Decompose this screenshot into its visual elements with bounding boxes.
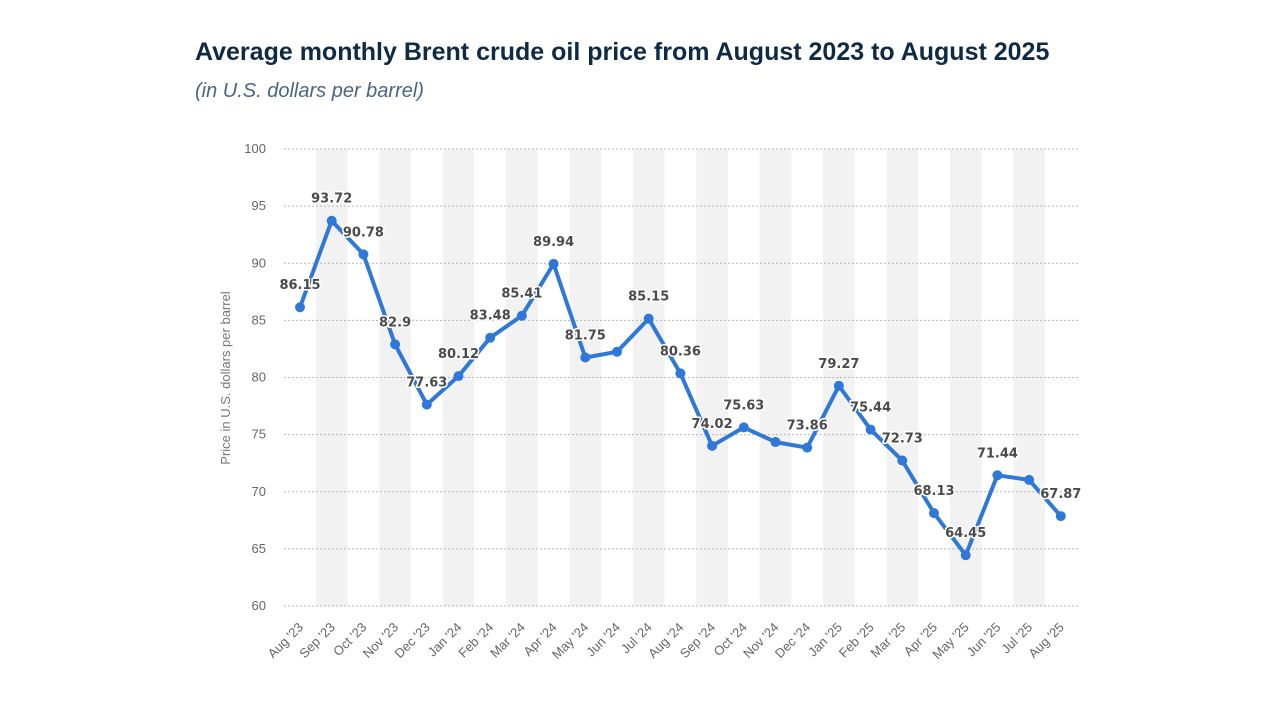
data-point[interactable]: [1024, 474, 1035, 485]
data-point[interactable]: [612, 346, 622, 357]
y-tick-labels: 60 65 70 75 80 85 90 95 100: [244, 141, 266, 613]
data-label: 72.73: [882, 432, 923, 447]
data-label: 80.12: [438, 347, 479, 362]
data-label: 64.45: [945, 526, 986, 541]
data-point[interactable]: [707, 440, 718, 451]
y-tick-label: 75: [252, 427, 266, 442]
data-label: 80.36: [660, 344, 701, 359]
data-label: 90.78: [343, 225, 384, 240]
y-axis-label: Price in U.S. dollars per barrel: [218, 291, 233, 465]
data-point[interactable]: [865, 424, 876, 435]
y-tick-label: 80: [252, 370, 266, 385]
data-label: 82.9: [379, 315, 411, 330]
data-point[interactable]: [358, 249, 369, 260]
y-tick-label: 90: [252, 255, 266, 270]
data-point[interactable]: [770, 437, 781, 448]
data-label: 89.94: [533, 235, 574, 250]
data-label: 85.15: [628, 290, 669, 305]
data-label: 74.02: [692, 417, 733, 432]
y-tick-label: 65: [252, 541, 266, 556]
x-tick-label: Aug '25: [1025, 620, 1066, 661]
data-point[interactable]: [833, 380, 844, 391]
data-labels: 86.15 93.72 90.78 82.9 77.63 80.12 83.48 85.41 8…: [278, 190, 1083, 542]
data-point[interactable]: [992, 470, 1003, 481]
data-point[interactable]: [295, 302, 305, 313]
y-tick-label: 100: [244, 141, 266, 156]
x-tick-label: Mar '25: [867, 620, 908, 661]
x-tick-label: Mar '24: [487, 620, 528, 661]
data-point[interactable]: [960, 550, 971, 561]
data-point[interactable]: [453, 371, 464, 382]
data-point[interactable]: [516, 310, 527, 321]
x-tick-label: Jun '24: [583, 620, 623, 660]
data-point[interactable]: [580, 352, 591, 363]
x-tick-label: Dec '23: [391, 620, 432, 661]
chart-subtitle: (in U.S. dollars per barrel): [195, 80, 424, 102]
data-point[interactable]: [643, 313, 654, 324]
data-point[interactable]: [421, 399, 432, 410]
data-label: 68.13: [913, 484, 954, 499]
data-label: 83.48: [470, 309, 511, 324]
x-tick-label: Sep '24: [677, 620, 718, 661]
data-label: 75.63: [723, 398, 764, 413]
data-point[interactable]: [802, 442, 813, 453]
x-tick-label: Dec '24: [772, 620, 813, 661]
data-label: 75.44: [850, 401, 891, 416]
data-label: 85.41: [501, 287, 542, 302]
data-point[interactable]: [675, 368, 686, 379]
y-tick-label: 85: [252, 312, 266, 327]
data-point[interactable]: [897, 455, 908, 466]
data-label: 86.15: [279, 278, 320, 293]
chart-title: Average monthly Brent crude oil price fr…: [195, 38, 1050, 66]
data-points: [295, 215, 1066, 561]
data-label: 67.87: [1040, 487, 1081, 502]
y-tick-label: 70: [252, 484, 266, 499]
gridlines: [284, 148, 1080, 607]
data-label: 93.72: [311, 192, 352, 207]
data-point[interactable]: [390, 339, 401, 350]
data-point[interactable]: [326, 215, 337, 226]
x-tick-label: Jun '25: [964, 620, 1004, 660]
data-point[interactable]: [1055, 511, 1066, 522]
y-tick-label: 95: [252, 198, 266, 213]
data-label: 77.63: [406, 376, 447, 391]
data-label: 73.86: [787, 419, 828, 434]
data-point[interactable]: [929, 508, 939, 519]
data-label: 81.75: [565, 329, 606, 344]
y-tick-label: 60: [252, 598, 266, 613]
data-point[interactable]: [738, 422, 749, 433]
data-label: 79.27: [818, 357, 859, 372]
x-tick-label: Sep '23: [296, 620, 337, 661]
data-point[interactable]: [485, 332, 496, 343]
data-point[interactable]: [548, 258, 559, 269]
data-label: 71.44: [977, 446, 1018, 461]
